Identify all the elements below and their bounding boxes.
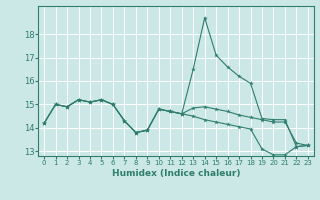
X-axis label: Humidex (Indice chaleur): Humidex (Indice chaleur)	[112, 169, 240, 178]
